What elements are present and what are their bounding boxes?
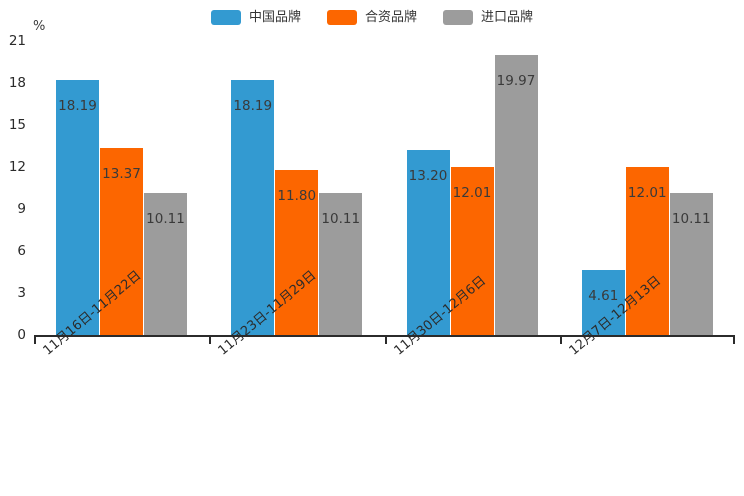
bar-1-0[interactable] [100, 147, 143, 335]
bar-value-label-0-2: 13.20 [408, 168, 448, 185]
bar-value-label-2-0: 10.11 [146, 211, 185, 228]
bar-value-label-0-0: 18.19 [58, 98, 97, 115]
bar-value-label-1-2: 12.01 [452, 184, 492, 201]
bar-value-label-1-0: 13.37 [102, 165, 141, 182]
bar-0-0[interactable] [56, 80, 99, 335]
y-axis-tick-9: 9 [17, 201, 26, 217]
bar-0-3[interactable] [581, 270, 625, 335]
y-axis-tick-15: 15 [8, 117, 26, 133]
legend-label-1: 合资品牌 [364, 10, 417, 25]
bar-0-2[interactable] [406, 150, 450, 335]
plot-area: 0 3 6 9 12 15 18 21 18.19 18.19 13.20 4.61 13.37 11.8… [9, 33, 735, 343]
bar-1-2[interactable] [450, 166, 494, 335]
bar-value-label-1-1: 11.80 [277, 187, 317, 204]
legend-swatch-icon-0 [210, 10, 241, 25]
legend-item-2[interactable]: 进口品牌 [443, 10, 533, 25]
y-axis-tick-12: 12 [8, 159, 26, 175]
x-axis-tick-2 [384, 335, 387, 344]
bar-value-label-2-1: 10.11 [321, 211, 361, 228]
legend-label-0: 中国品牌 [248, 10, 301, 25]
x-axis-tick-0 [34, 335, 36, 344]
bar-value-label-2-3: 10.11 [671, 211, 711, 228]
x-axis-tick-3 [559, 335, 562, 344]
x-axis-tick-4 [733, 335, 735, 344]
legend-item-1[interactable]: 合资品牌 [326, 10, 417, 25]
bar-2-1[interactable] [319, 193, 363, 335]
bar-value-label-0-1: 18.19 [233, 98, 273, 115]
x-axis-tick-1 [209, 335, 212, 344]
y-axis-tick-21: 21 [8, 33, 26, 49]
bar-value-label-1-3: 12.01 [627, 184, 667, 201]
y-axis-tick-18: 18 [8, 75, 26, 91]
legend-item-0[interactable]: 中国品牌 [210, 10, 301, 25]
bar-value-label-0-3: 4.61 [588, 288, 619, 305]
bar-1-3[interactable] [625, 166, 669, 335]
y-axis-tick-3: 3 [17, 285, 26, 301]
y-axis-tick-6: 6 [17, 243, 26, 259]
legend-swatch-icon-2 [443, 10, 473, 25]
bar-0-1[interactable] [231, 80, 275, 335]
chart-legend: 中国品牌 合资品牌 进口品牌 [0, 10, 744, 25]
bar-2-2[interactable] [494, 55, 538, 335]
legend-label-2: 进口品牌 [481, 10, 534, 25]
bar-1-1[interactable] [275, 169, 319, 335]
y-axis-tick-0: 0 [17, 327, 26, 343]
bar-2-3[interactable] [669, 193, 713, 335]
bar-2-0[interactable] [144, 193, 187, 335]
bar-value-label-2-2: 19.97 [496, 73, 536, 90]
legend-swatch-icon-1 [326, 10, 357, 25]
y-axis-unit-label: % [33, 19, 46, 34]
